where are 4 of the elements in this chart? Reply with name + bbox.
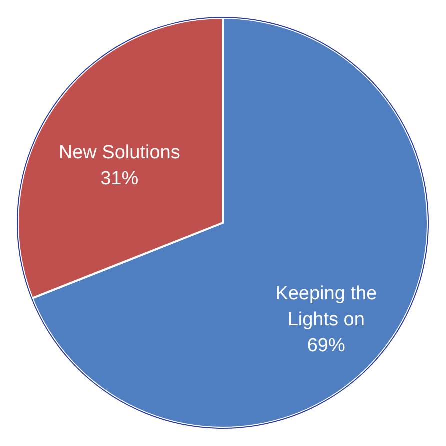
slice-label: Keeping the Lights on: [276, 283, 378, 330]
data-label: 69%: [307, 335, 346, 356]
slice-label: New Solutions: [58, 142, 180, 164]
data-label: 31%: [100, 168, 139, 190]
